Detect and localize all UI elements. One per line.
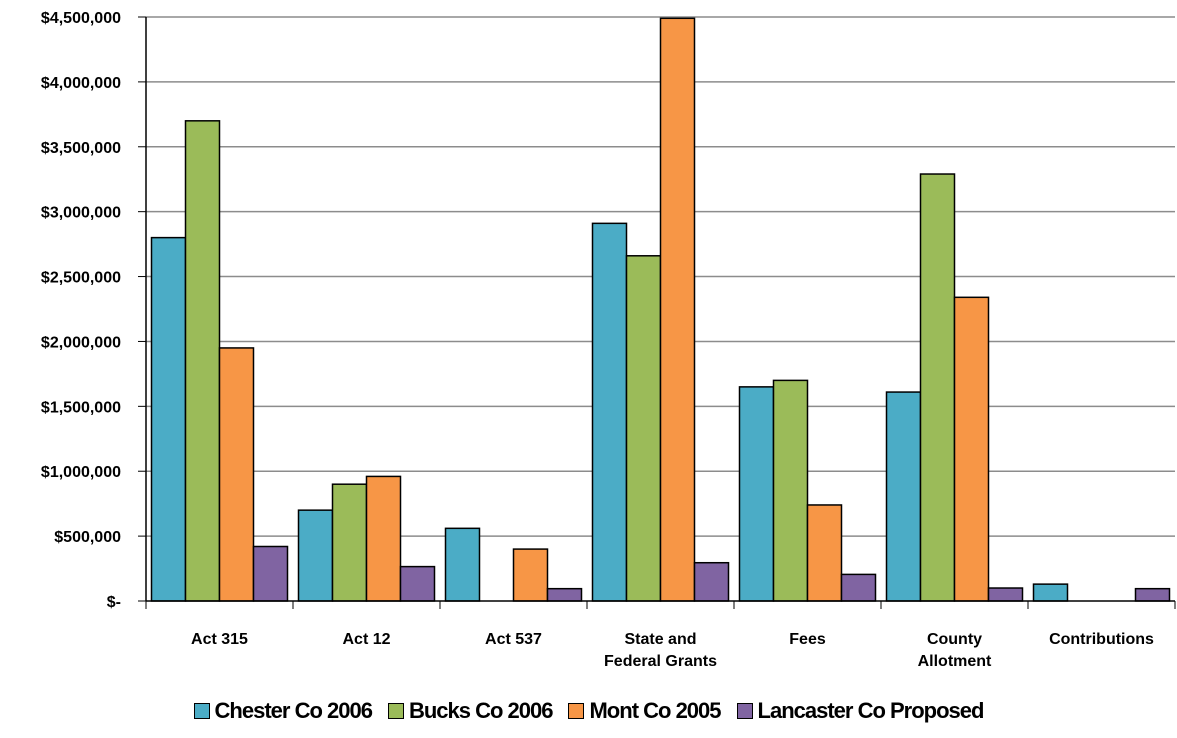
bar-lancaster-co-proposed xyxy=(399,565,436,602)
bar-mont-co-2005 xyxy=(218,347,255,602)
bar-lancaster-co-proposed xyxy=(693,561,730,602)
legend-swatch xyxy=(387,703,404,719)
bar-chester-co-2006 xyxy=(591,222,628,602)
bar-mont-co-2005 xyxy=(512,548,549,602)
legend-label: Lancaster Co Proposed xyxy=(757,698,985,723)
y-tick-label: $2,000,000 xyxy=(41,334,121,351)
y-tick-label: $3,500,000 xyxy=(41,140,121,157)
legend-item: Chester Co 2006 xyxy=(193,698,373,724)
x-category-label: Act 12 xyxy=(342,631,390,648)
y-tick-label: $- xyxy=(107,594,121,611)
bar-chester-co-2006 xyxy=(444,527,481,602)
x-category-label: Federal Grants xyxy=(604,653,717,670)
y-tick-label: $1,500,000 xyxy=(41,399,121,416)
bar-bucks-co-2006 xyxy=(772,379,809,602)
bar-bucks-co-2006 xyxy=(919,173,956,602)
legend-label: Chester Co 2006 xyxy=(214,698,373,723)
x-category-label: State and xyxy=(624,631,696,648)
x-category-label: Act 537 xyxy=(485,631,542,648)
bar-lancaster-co-proposed xyxy=(252,545,289,602)
bar-bucks-co-2006 xyxy=(331,483,368,602)
x-axis-category-labels: Act 315 Act 12 Act 537 State and Federal Gra… xyxy=(191,631,1154,670)
x-category-label: County xyxy=(927,631,982,648)
legend-label: Mont Co 2005 xyxy=(589,698,721,723)
y-axis-tick-labels: $- $500,000 $1,000,000 $1,500,000 $2,000,000… xyxy=(41,10,146,611)
bar-lancaster-co-proposed xyxy=(1134,587,1171,602)
y-tick-label: $1,000,000 xyxy=(41,464,121,481)
bar-bucks-co-2006 xyxy=(625,255,662,602)
legend-item: Lancaster Co Proposed xyxy=(736,698,985,724)
bar-chester-co-2006 xyxy=(297,509,334,602)
legend-item: Bucks Co 2006 xyxy=(387,698,554,724)
bar-lancaster-co-proposed xyxy=(840,573,877,602)
legend-label: Bucks Co 2006 xyxy=(408,698,554,723)
y-tick-label: $4,500,000 xyxy=(41,10,121,27)
legend-swatch xyxy=(736,703,753,719)
legend-swatch xyxy=(193,703,210,719)
bar-chester-co-2006 xyxy=(1032,583,1069,602)
bar-mont-co-2005 xyxy=(806,504,843,602)
bar-chester-co-2006 xyxy=(150,236,187,602)
y-tick-label: $4,000,000 xyxy=(41,75,121,92)
legend: Chester Co 2006 Bucks Co 2006 Mont Co 2005… xyxy=(0,698,1177,724)
bars xyxy=(150,17,1171,602)
bar-lancaster-co-proposed xyxy=(987,587,1024,602)
bar-bucks-co-2006 xyxy=(184,120,221,602)
bar-chart: $- $500,000 $1,000,000 $1,500,000 $2,000,000… xyxy=(41,10,1176,670)
y-tick-label: $500,000 xyxy=(54,529,121,546)
bar-lancaster-co-proposed xyxy=(546,587,583,602)
x-axis xyxy=(145,17,1176,609)
bar-chester-co-2006 xyxy=(885,391,922,602)
y-tick-label: $2,500,000 xyxy=(41,270,121,287)
bar-mont-co-2005 xyxy=(365,475,402,602)
x-category-label: Contributions xyxy=(1049,631,1154,648)
bar-mont-co-2005 xyxy=(659,17,696,602)
x-category-label: Fees xyxy=(789,631,826,648)
bar-mont-co-2005 xyxy=(953,296,990,602)
legend-swatch xyxy=(568,703,585,719)
bar-chester-co-2006 xyxy=(738,386,775,602)
legend-item: Mont Co 2005 xyxy=(568,698,722,724)
x-category-label: Act 315 xyxy=(191,631,248,648)
x-category-label: Allotment xyxy=(918,653,992,670)
y-tick-label: $3,000,000 xyxy=(41,205,121,222)
